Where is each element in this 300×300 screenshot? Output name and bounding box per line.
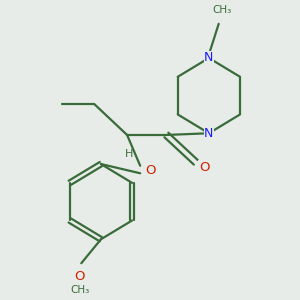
- Text: N: N: [204, 52, 214, 64]
- Text: H: H: [124, 148, 133, 159]
- Text: N: N: [204, 127, 214, 140]
- Text: CH₃: CH₃: [212, 5, 232, 15]
- Text: CH₃: CH₃: [70, 286, 89, 296]
- Text: O: O: [145, 164, 156, 177]
- Text: O: O: [199, 161, 210, 174]
- Text: O: O: [74, 270, 85, 283]
